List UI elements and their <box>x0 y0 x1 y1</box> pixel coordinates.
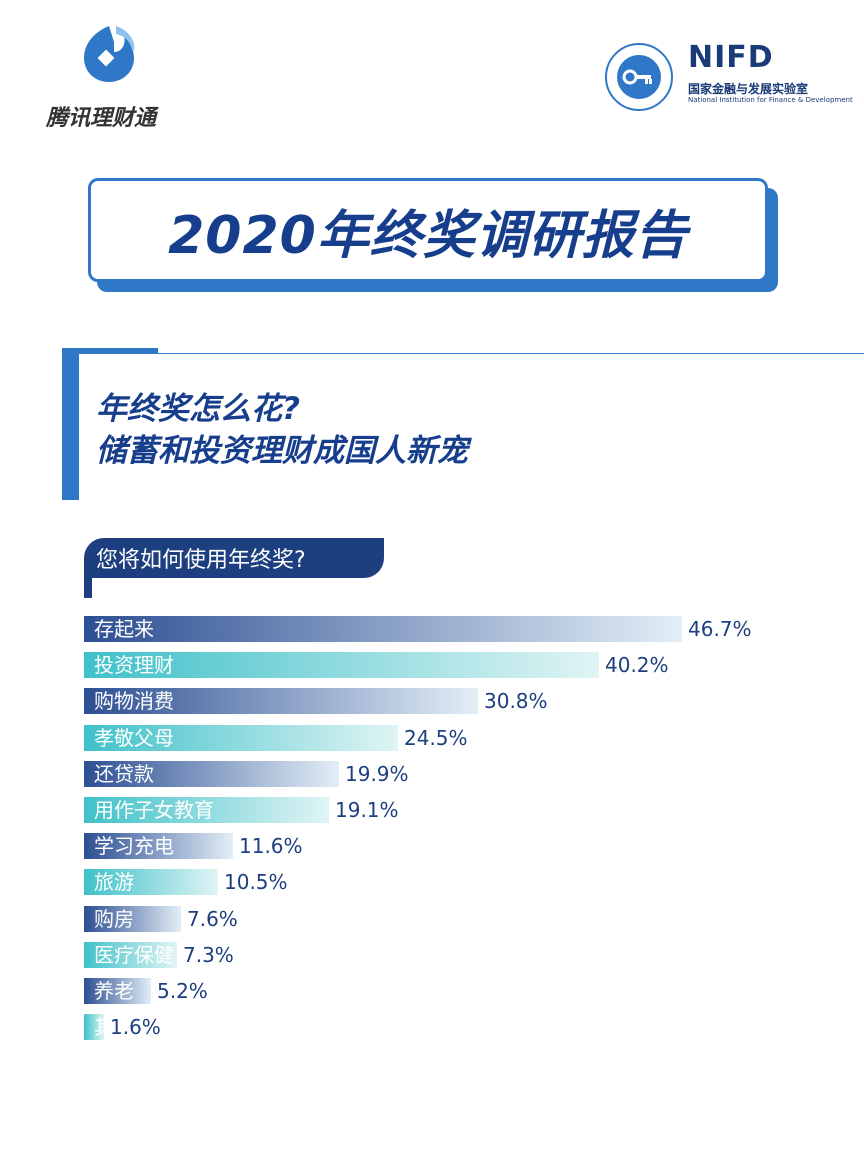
bar-label-2: 购物消费 <box>94 689 174 713</box>
bar-label-3: 孝敬父母 <box>94 726 174 750</box>
bar-value-label-6: 11.6% <box>239 834 303 858</box>
bar-label-4: 还贷款 <box>94 762 154 786</box>
bar-value-label-10: 5.2% <box>157 979 208 1003</box>
bar-5: 用作子女教育 <box>84 797 329 823</box>
bar-label-9: 医疗保健 <box>94 943 174 967</box>
bar-11: 其他 <box>84 1014 134 1040</box>
bar-value-label-11: 1.6% <box>110 1015 161 1039</box>
bar-value-label-7: 10.5% <box>224 870 288 894</box>
title-box: 2020年终奖调研报告 <box>88 178 768 282</box>
question-tag-tail-cut <box>92 578 112 598</box>
nifd-name-cn: 国家金融与发展实验室 <box>688 82 809 96</box>
bar-label-11: 其他 <box>94 1015 134 1039</box>
bar-3: 孝敬父母 <box>84 725 398 751</box>
section-heading: 年终奖怎么花? 储蓄和投资理财成国人新宠 <box>96 388 468 472</box>
bar-7: 旅游 <box>84 869 218 895</box>
bar-value-label-9: 7.3% <box>183 943 234 967</box>
think-tank-seal-icon <box>605 43 673 111</box>
licaitong-mark-icon <box>84 26 135 82</box>
bar-label-1: 投资理财 <box>94 653 174 677</box>
bar-value-label-1: 40.2% <box>605 653 669 677</box>
bar-4: 还贷款 <box>84 761 339 787</box>
bar-value-label-5: 19.1% <box>335 798 399 822</box>
bar-6: 学习充电 <box>84 833 233 859</box>
section-heading-line1: 年终奖怎么花? <box>96 391 300 427</box>
bar-8: 购房 <box>84 906 181 932</box>
bar-value-label-8: 7.6% <box>187 907 238 931</box>
bar-label-5: 用作子女教育 <box>94 798 214 822</box>
page-title: 2020年终奖调研报告 <box>168 205 688 266</box>
section-accent-top <box>62 348 158 354</box>
section-accent-bar <box>62 348 79 500</box>
nifd-acronym: NIFD <box>688 40 774 75</box>
section-heading-line2: 储蓄和投资理财成国人新宠 <box>96 433 468 469</box>
logo-wordmark: 腾讯理财通 <box>46 106 157 131</box>
tencent-licaitong-logo: 腾讯理财通 <box>46 22 176 132</box>
bar-label-7: 旅游 <box>94 870 134 894</box>
bar-label-0: 存起来 <box>94 617 154 641</box>
bar-1: 投资理财 <box>84 652 599 678</box>
bar-label-6: 学习充电 <box>94 834 174 858</box>
section-divider <box>158 353 864 354</box>
bar-2: 购物消费 <box>84 688 478 714</box>
bar-label-8: 购房 <box>94 907 134 931</box>
bar-value-label-4: 19.9% <box>345 762 409 786</box>
bar-label-10: 养老 <box>94 979 134 1003</box>
bar-10: 养老 <box>84 978 151 1004</box>
question-tag-tail <box>84 578 92 598</box>
bar-0: 存起来 <box>84 616 682 642</box>
bar-chart: 存起来 46.7% 投资理财 40.2% 购物消费 30.8% 孝敬父母 24.5% 还贷款 19… <box>84 616 864 1066</box>
nifd-logo: NIFD 国家金融与发展实验室 National Institution for… <box>604 40 853 111</box>
question-tag: 您将如何使用年终奖? <box>84 538 384 578</box>
bar-value-label-2: 30.8% <box>484 689 548 713</box>
question-text: 您将如何使用年终奖? <box>96 548 306 573</box>
bar-value-label-3: 24.5% <box>404 726 468 750</box>
nifd-name-en: National Institution for Finance & Devel… <box>688 96 853 104</box>
bar-value-label-0: 46.7% <box>688 617 752 641</box>
bar-9: 医疗保健 <box>84 942 177 968</box>
